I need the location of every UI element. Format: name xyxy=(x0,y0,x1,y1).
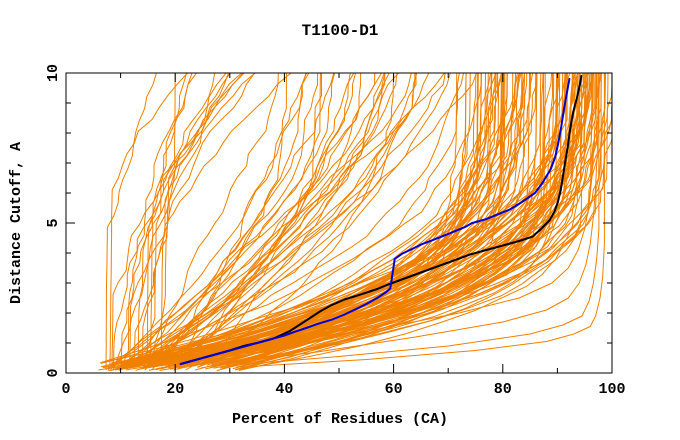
orange-curve xyxy=(139,73,279,365)
orange-curve xyxy=(141,73,188,365)
orange-curve xyxy=(226,73,589,366)
orange-curve xyxy=(146,73,357,364)
orange-curve xyxy=(127,73,319,369)
orange-curve xyxy=(199,73,504,366)
x-tick-label: 60 xyxy=(385,381,403,398)
chart-title: T1100-D1 xyxy=(301,22,379,40)
orange-curve xyxy=(142,73,244,363)
orange-curve xyxy=(131,73,467,364)
orange-curve xyxy=(134,73,502,363)
orange-outlier-curve xyxy=(240,73,605,368)
orange-curve xyxy=(144,73,386,367)
orange-curve xyxy=(110,73,336,366)
orange-curve xyxy=(167,73,376,367)
orange-curve xyxy=(176,73,446,368)
orange-curve xyxy=(225,73,583,364)
orange-curve xyxy=(115,73,292,366)
orange-curve xyxy=(155,73,176,366)
orange-curve xyxy=(161,73,310,367)
orange-curve xyxy=(135,73,585,366)
orange-curve xyxy=(206,73,555,363)
y-tick-label: 5 xyxy=(45,218,62,227)
orange-curve xyxy=(135,73,499,365)
orange-outlier-curve xyxy=(229,73,602,366)
orange-curve xyxy=(129,73,230,366)
orange-curve xyxy=(203,73,477,364)
orange-curve xyxy=(105,73,157,371)
y-tick-label: 10 xyxy=(45,64,62,82)
orange-curve xyxy=(111,73,243,365)
orange-curve xyxy=(148,73,587,371)
orange-curve xyxy=(151,73,287,370)
orange-curve xyxy=(170,73,531,366)
orange-curve xyxy=(177,73,351,370)
orange-curve xyxy=(165,73,498,366)
orange-curve xyxy=(185,73,394,371)
orange-curve xyxy=(133,73,245,369)
orange-curve xyxy=(143,73,496,364)
orange-curve xyxy=(156,73,412,363)
x-tick-label: 0 xyxy=(61,381,70,398)
orange-curve xyxy=(134,73,231,368)
orange-curve xyxy=(155,73,430,365)
orange-curve xyxy=(126,73,416,367)
orange-curve xyxy=(111,73,595,367)
orange-curve xyxy=(124,73,478,365)
orange-curve xyxy=(178,73,516,369)
orange-curve xyxy=(213,73,558,369)
highlight-model-blue xyxy=(179,78,571,365)
orange-curve xyxy=(198,73,398,368)
x-tick-label: 100 xyxy=(598,381,625,398)
x-tick-label: 40 xyxy=(275,381,293,398)
orange-curve xyxy=(211,73,521,365)
x-tick-label: 20 xyxy=(166,381,184,398)
orange-curve xyxy=(119,73,335,369)
x-axis-label: Percent of Residues (CA) xyxy=(231,411,449,428)
orange-outlier-curve xyxy=(207,73,597,363)
orange-curve xyxy=(120,73,227,370)
orange-curve xyxy=(221,73,531,370)
orange-curve xyxy=(152,73,465,366)
orange-curve xyxy=(175,73,307,368)
orange-curve xyxy=(118,73,503,371)
orange-curve xyxy=(150,73,256,365)
orange-curve xyxy=(141,73,383,365)
orange-curve xyxy=(127,73,458,367)
orange-curve xyxy=(128,73,589,367)
orange-curve xyxy=(186,73,521,363)
orange-curve xyxy=(137,73,520,366)
x-tick-label: 80 xyxy=(494,381,512,398)
orange-curve xyxy=(139,73,355,364)
orange-curve xyxy=(135,73,523,371)
orange-curve xyxy=(161,73,578,365)
orange-curve xyxy=(172,73,417,370)
orange-outlier-curve xyxy=(218,73,600,365)
orange-curve xyxy=(109,73,189,366)
orange-curve xyxy=(119,73,568,370)
y-tick-label: 0 xyxy=(45,368,62,377)
orange-curve xyxy=(100,73,482,364)
orange-curve xyxy=(143,137,612,364)
